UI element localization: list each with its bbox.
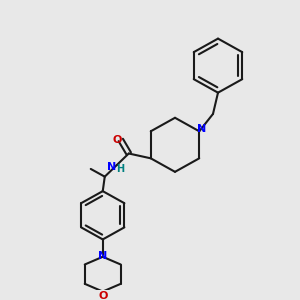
Text: O: O xyxy=(112,135,122,145)
Text: N: N xyxy=(98,251,107,261)
Text: O: O xyxy=(98,291,107,300)
Text: H: H xyxy=(116,164,124,174)
Text: N: N xyxy=(196,124,206,134)
Text: N: N xyxy=(107,162,116,172)
